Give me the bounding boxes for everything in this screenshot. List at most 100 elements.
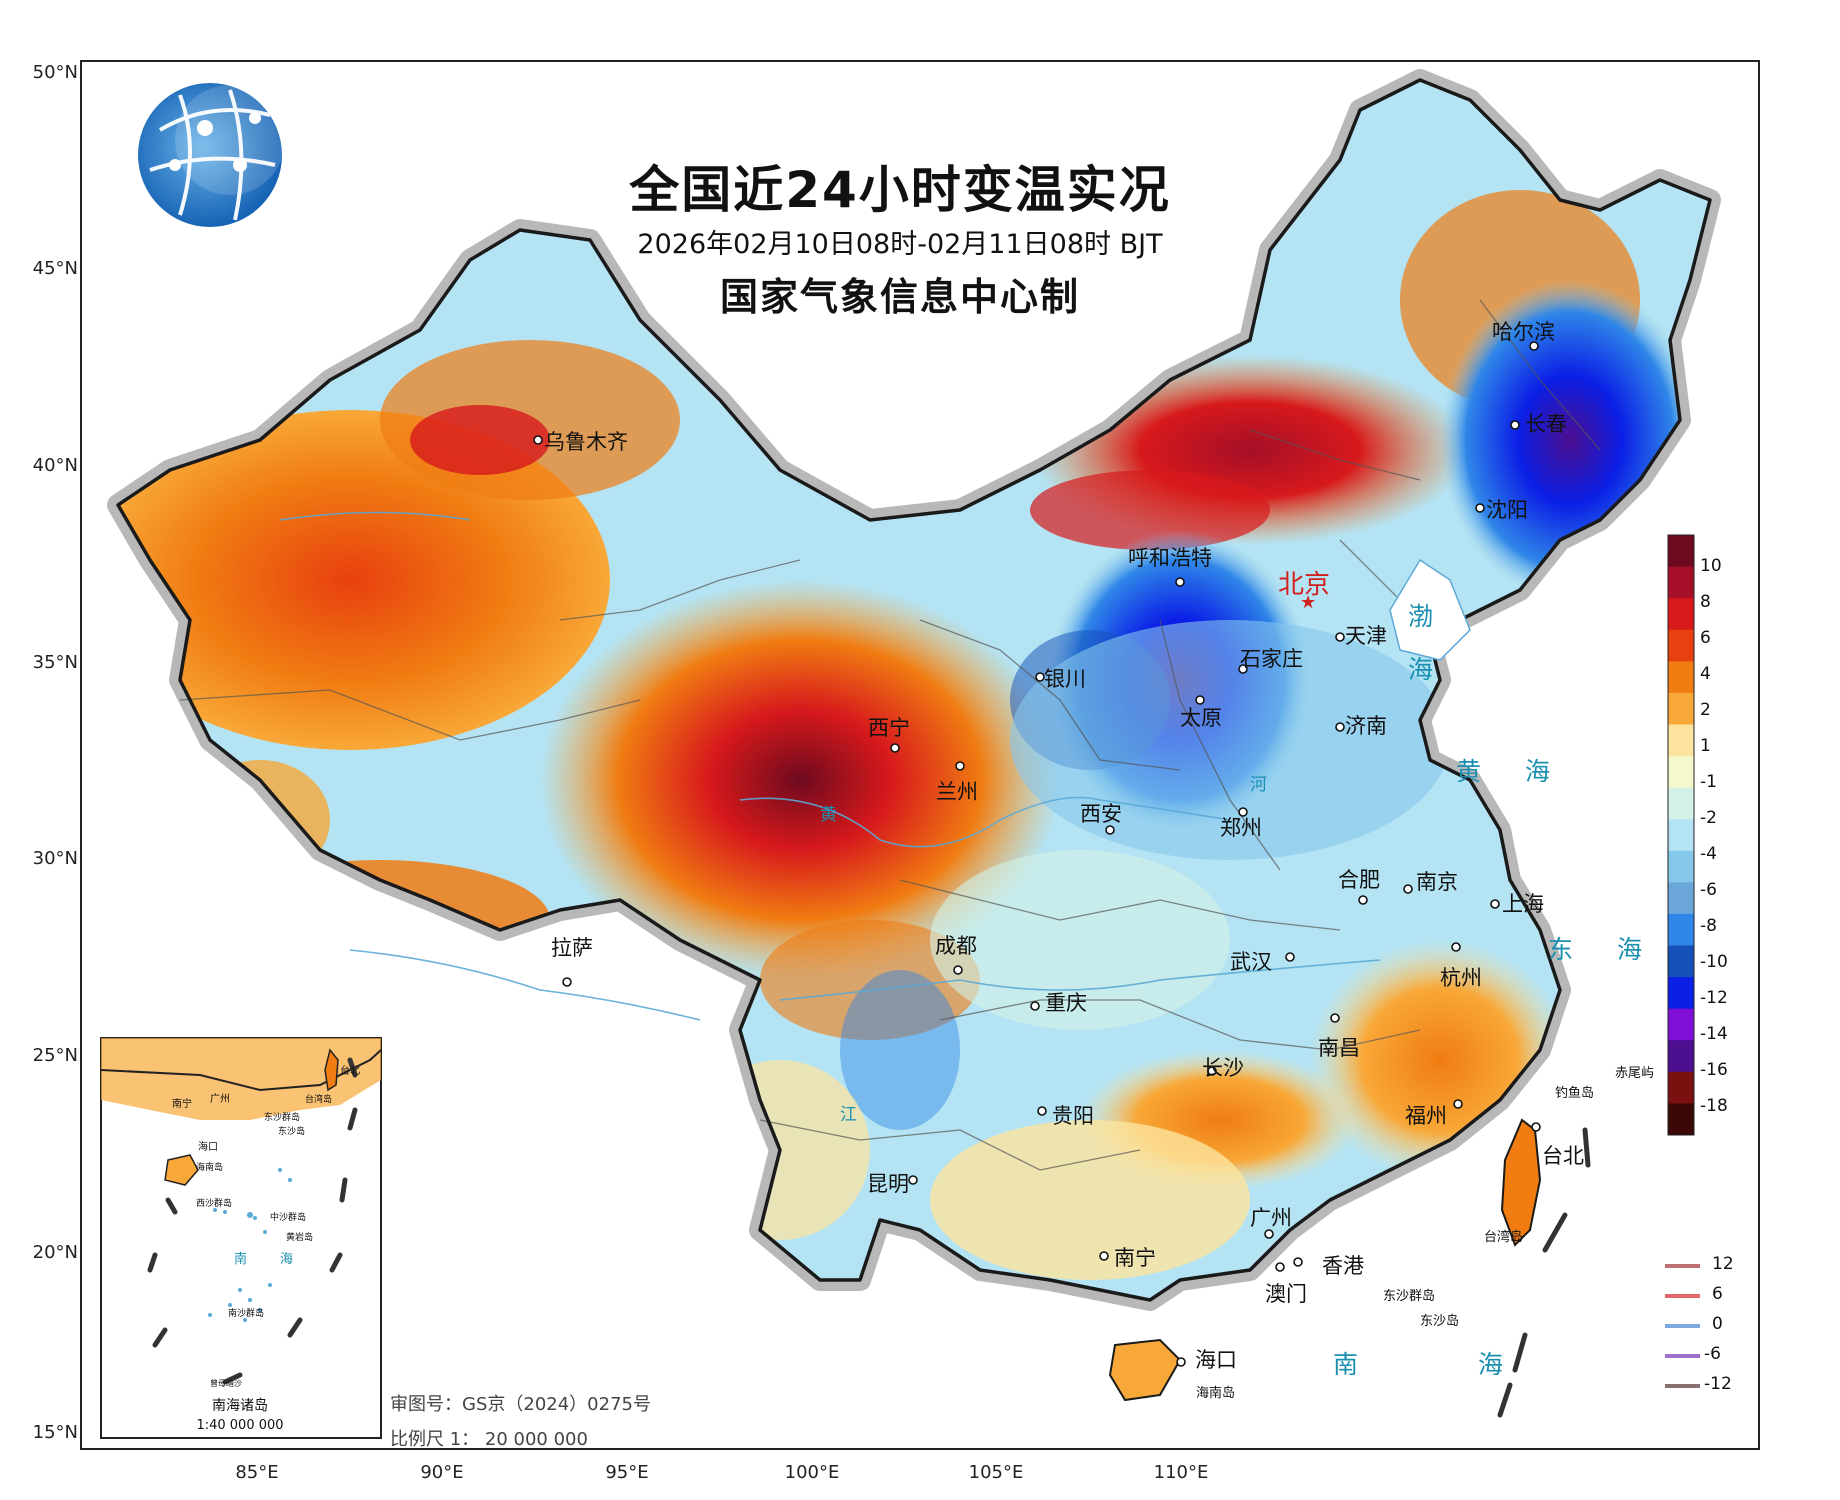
city-label-fuzhou: 福州	[1405, 1104, 1447, 1128]
city-label-taiyuan: 太原	[1180, 706, 1222, 730]
colorbar-segment	[1668, 1040, 1694, 1073]
sea-label-bohai-2: 海	[1408, 655, 1452, 684]
colorbar-tick: 10	[1700, 556, 1722, 576]
city-label-harbin: 哈尔滨	[1492, 320, 1555, 344]
rivers	[279, 511, 1381, 1021]
city-label-hefei: 合肥	[1338, 868, 1380, 892]
colorbar-border	[1667, 534, 1695, 1136]
colorbar-segment	[1668, 566, 1694, 599]
city-label-zhengzhou: 郑州	[1220, 816, 1262, 840]
bohai-sea	[1389, 558, 1471, 661]
city-label-xian: 西安	[1080, 802, 1122, 826]
inset-label: 南宁	[172, 1099, 192, 1110]
colorbar-tick: -12	[1700, 988, 1728, 1008]
colorbar-segment	[1668, 819, 1694, 852]
maritime-boundary-dashes	[1497, 1127, 1591, 1418]
city-label-taipei: 台北	[1542, 1144, 1584, 1168]
contour-legend-label: -12	[1704, 1374, 1732, 1394]
inset-label: 中沙群岛	[270, 1213, 307, 1223]
cma-logo	[138, 83, 285, 227]
city-label-lhasa: 拉萨	[551, 936, 593, 960]
inset-label: 南	[234, 1252, 248, 1267]
colorbar-segment	[1668, 1071, 1694, 1104]
city-label-macau: 澳门	[1265, 1282, 1307, 1306]
city-markers	[533, 341, 1541, 1367]
city-label-nanchang: 南昌	[1318, 1036, 1360, 1060]
lat-label-50: 50°N	[32, 62, 78, 83]
lat-label-45: 45°N	[32, 258, 78, 279]
island-label-diaoyu: 钓鱼岛	[1555, 1086, 1595, 1101]
lon-label-105: 105°E	[968, 1462, 1024, 1483]
city-label-nanjing: 南京	[1416, 870, 1458, 894]
colorbar-tick: -14	[1700, 1024, 1728, 1044]
beijing-star: ★	[1300, 592, 1316, 613]
colorbar-tick: -6	[1700, 880, 1717, 900]
inset-caption: 南海诸岛	[212, 1398, 268, 1414]
province-boundaries	[179, 299, 1601, 1171]
colorbar-tick: -16	[1700, 1060, 1728, 1080]
colorbar-tick: 4	[1700, 664, 1711, 684]
map-producer: 国家气象信息中心制	[719, 275, 1080, 319]
map-scale: 比例尺 1： 20 000 000	[390, 1429, 588, 1450]
colorbar	[1667, 534, 1695, 1136]
colorbar-tick: -18	[1700, 1096, 1728, 1116]
city-label-wuhan: 武汉	[1230, 950, 1272, 974]
lat-label-15: 15°N	[32, 1422, 78, 1443]
inset-label: 曾母暗沙	[210, 1379, 242, 1388]
island-label-chiwei: 赤尾屿	[1615, 1066, 1655, 1081]
colorbar-segment	[1668, 945, 1694, 978]
lon-label-95: 95°E	[605, 1462, 649, 1483]
colorbar-segment	[1668, 913, 1694, 947]
city-label-urumqi: 乌鲁木齐	[544, 430, 628, 454]
city-label-chengdu: 成都	[935, 934, 977, 958]
lat-label-40: 40°N	[32, 455, 78, 476]
island-label-hainan: 海南岛	[1196, 1386, 1236, 1401]
city-label-chongqing: 重庆	[1045, 991, 1087, 1015]
map-review-number: 审图号：GS京（2024）0275号	[390, 1394, 651, 1415]
china-boundary	[116, 78, 1712, 1302]
island-label-taiwan: 台湾岛	[1484, 1230, 1524, 1245]
city-label-shijiazhuang: 石家庄	[1240, 647, 1303, 671]
colorbar-segment	[1668, 535, 1694, 568]
inset-label: 西沙群岛	[196, 1199, 233, 1209]
lon-label-90: 90°E	[420, 1462, 464, 1483]
colorbar-tick: 1	[1700, 736, 1711, 756]
inset-label: 海南岛	[196, 1163, 224, 1173]
contour-legend-lines	[1665, 1264, 1700, 1388]
colorbar-tick: -1	[1700, 772, 1717, 792]
city-label-kunming: 昆明	[867, 1172, 909, 1196]
lon-label-100: 100°E	[784, 1462, 840, 1483]
island-label-dongsha: 东沙岛	[1420, 1314, 1460, 1329]
city-label-haikou: 海口	[1195, 1348, 1237, 1372]
city-label-beijing: 北京	[1278, 570, 1331, 600]
colorbar-segment	[1668, 756, 1694, 789]
colorbar-tick: 6	[1700, 628, 1711, 648]
city-label-changsha: 长沙	[1202, 1056, 1244, 1080]
sea-label-yellow: 黄 海	[1456, 757, 1568, 786]
river-label-huang: 黄	[820, 805, 837, 825]
hainan-island	[1108, 1338, 1182, 1402]
city-label-yinchuan: 银川	[1044, 667, 1086, 691]
city-label-guangzhou: 广州	[1250, 1206, 1292, 1230]
city-label-lanzhou: 兰州	[936, 780, 978, 804]
city-label-hangzhou: 杭州	[1440, 966, 1482, 990]
inset-label: 台北	[340, 1066, 360, 1077]
lat-label-25: 25°N	[32, 1045, 78, 1066]
lat-label-35: 35°N	[32, 652, 78, 673]
inset-label: 台湾岛	[305, 1095, 333, 1105]
contour-legend-label: 6	[1712, 1284, 1723, 1304]
colorbar-segment	[1668, 692, 1694, 725]
colorbar-tick: -8	[1700, 916, 1717, 936]
inset-label: 海	[280, 1252, 294, 1267]
colorbar-segment	[1668, 977, 1694, 1010]
colorbar-tick: -10	[1700, 952, 1728, 972]
inset-label: 东沙岛	[278, 1127, 306, 1137]
city-label-shenyang: 沈阳	[1486, 498, 1528, 522]
contour-legend-label: 12	[1712, 1254, 1734, 1274]
colorbar-segment	[1668, 850, 1694, 883]
colorbar-segment	[1668, 787, 1694, 820]
colorbar-segment	[1668, 629, 1694, 662]
inset-scale: 1:40 000 000	[196, 1418, 284, 1433]
island-label-dongsha-group: 东沙群岛	[1383, 1289, 1436, 1304]
river-label-jiang: 江	[840, 1105, 857, 1125]
